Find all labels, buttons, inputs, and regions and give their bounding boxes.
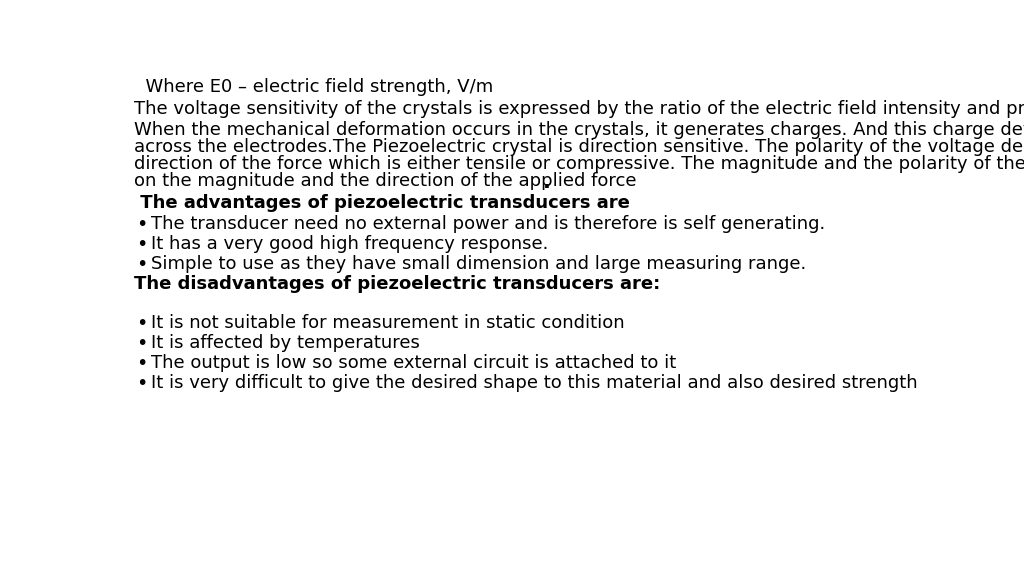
Text: •: • [136, 236, 147, 255]
Text: The output is low so some external circuit is attached to it: The output is low so some external circu… [152, 354, 677, 372]
Text: It is very difficult to give the desired shape to this material and also desired: It is very difficult to give the desired… [152, 374, 918, 392]
Text: The disadvantages of piezoelectric transducers are:: The disadvantages of piezoelectric trans… [134, 275, 660, 294]
Text: It is affected by temperatures: It is affected by temperatures [152, 334, 420, 352]
Text: on the magnitude and the direction of the applied force: on the magnitude and the direction of th… [134, 172, 637, 190]
Text: •: • [136, 374, 147, 393]
Text: The advantages of piezoelectric transducers are: The advantages of piezoelectric transduc… [134, 194, 630, 212]
Text: When the mechanical deformation occurs in the crystals, it generates charges. An: When the mechanical deformation occurs i… [134, 122, 1024, 139]
Text: It is not suitable for measurement in static condition: It is not suitable for measurement in st… [152, 314, 625, 332]
Text: •: • [136, 215, 147, 234]
Text: It has a very good high frequency response.: It has a very good high frequency respon… [152, 236, 549, 253]
Text: •: • [136, 334, 147, 353]
Text: .: . [543, 172, 551, 192]
Text: The voltage sensitivity of the crystals is expressed by the ratio of the electri: The voltage sensitivity of the crystals … [134, 100, 1024, 118]
Text: •: • [136, 256, 147, 274]
Text: •: • [136, 354, 147, 373]
Text: The transducer need no external power and is therefore is self generating.: The transducer need no external power an… [152, 215, 825, 233]
Text: Simple to use as they have small dimension and large measuring range.: Simple to use as they have small dimensi… [152, 256, 807, 274]
Text: Where E0 – electric field strength, V/m: Where E0 – electric field strength, V/m [134, 78, 494, 96]
Text: across the electrodes.The Piezoelectric crystal is direction sensitive. The pola: across the electrodes.The Piezoelectric … [134, 138, 1024, 157]
Text: direction of the force which is either tensile or compressive. The magnitude and: direction of the force which is either t… [134, 156, 1024, 173]
Text: •: • [136, 314, 147, 333]
